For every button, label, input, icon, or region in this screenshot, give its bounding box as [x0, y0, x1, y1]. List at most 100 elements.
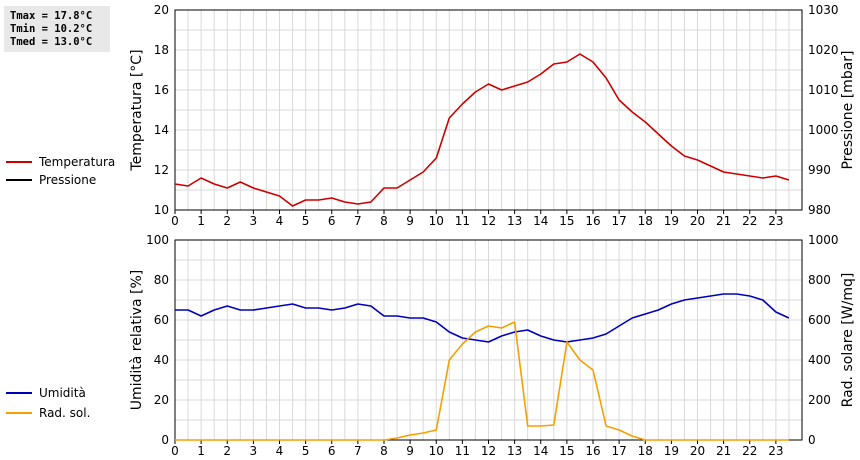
x-tick-label: 22: [742, 214, 757, 228]
tmax-text: Tmax = 17.8°C: [10, 10, 93, 22]
tmed-text: Tmed = 13.0°C: [10, 36, 93, 48]
x-tick-label: 1: [197, 214, 205, 228]
y2-tick-label: 1000: [808, 123, 839, 137]
x-tick-label: 14: [533, 214, 548, 228]
legend-item-pressione: Pressione: [6, 171, 115, 189]
y-tick-label: 0: [161, 433, 169, 447]
y-tick-label: 80: [154, 273, 169, 287]
x-tick-label: 5: [302, 444, 310, 458]
x-tick-label: 18: [638, 444, 653, 458]
x-tick-label: 19: [664, 214, 679, 228]
x-tick-label: 6: [328, 444, 336, 458]
legend-item-temperatura: Temperatura: [6, 153, 115, 171]
y2-tick-label: 0: [808, 433, 816, 447]
chart-panel-0: 0 1 2 3 4 5 6 7 8 9 10 11 12 13 14 15 16 17 18 19 20 21 22 2310…: [129, 3, 856, 228]
y-tick-label: 60: [154, 313, 169, 327]
x-tick-label: 7: [354, 444, 362, 458]
x-tick-label: 0: [171, 444, 179, 458]
y2-tick-label: 1020: [808, 43, 839, 57]
y-tick-label: 20: [154, 393, 169, 407]
x-tick-label: 4: [276, 444, 284, 458]
y-tick-label: 40: [154, 353, 169, 367]
y2-tick-label: 1000: [808, 233, 839, 247]
x-tick-label: 9: [406, 214, 414, 228]
legend-bottom: Umidità Rad. sol.: [6, 383, 90, 423]
x-tick-label: 15: [559, 214, 574, 228]
legend-item-umidita: Umidità: [6, 383, 90, 403]
legend-swatch-radsol: [6, 412, 32, 414]
x-tick-label: 8: [380, 444, 388, 458]
y2-axis-label: Pressione [mbar]: [840, 50, 856, 169]
x-tick-label: 19: [664, 444, 679, 458]
x-tick-label: 20: [690, 444, 705, 458]
x-tick-label: 22: [742, 444, 757, 458]
stats-box: Tmax = 17.8°C Tmin = 10.2°C Tmed = 13.0°…: [4, 6, 110, 52]
y2-axis-label: Rad. solare [W/mq]: [840, 273, 856, 408]
series-line-umidit: [175, 293, 790, 343]
x-tick-label: 12: [481, 214, 496, 228]
x-tick-label: 2: [223, 214, 231, 228]
x-tick-label: 17: [611, 444, 626, 458]
legend-swatch-temperatura: [6, 161, 32, 163]
x-tick-label: 4: [276, 214, 284, 228]
x-tick-label: 21: [716, 444, 731, 458]
x-tick-label: 10: [429, 214, 444, 228]
y-axis-label: Temperatura [°C]: [129, 49, 145, 171]
legend-top: Temperatura Pressione: [6, 153, 115, 189]
x-tick-label: 16: [585, 444, 600, 458]
x-tick-label: 20: [690, 214, 705, 228]
x-tick-label: 10: [429, 444, 444, 458]
x-tick-label: 12: [481, 444, 496, 458]
y-tick-label: 10: [154, 203, 169, 217]
tmin-text: Tmin = 10.2°C: [10, 23, 93, 35]
y2-tick-label: 1010: [808, 83, 839, 97]
series-line-temperatura: [174, 53, 790, 207]
x-tick-label: 6: [328, 214, 336, 228]
y-tick-label: 14: [154, 123, 169, 137]
x-tick-label: 21: [716, 214, 731, 228]
legend-label-temperatura: Temperatura: [39, 155, 116, 169]
x-tick-label: 16: [585, 214, 600, 228]
x-tick-label: 2: [223, 444, 231, 458]
x-tick-label: 23: [768, 444, 783, 458]
legend-label-umidita: Umidità: [39, 386, 86, 400]
chart-panel-1: 0 1 2 3 4 5 6 7 8 9 10 11 12 13 14 15 16 17 18 19 20 21 22 2302…: [129, 233, 856, 458]
x-tick-label: 11: [455, 444, 470, 458]
x-tick-label: 0: [171, 214, 179, 228]
x-tick-label: 8: [380, 214, 388, 228]
x-tick-label: 11: [455, 214, 470, 228]
y-tick-label: 12: [154, 163, 169, 177]
x-tick-label: 13: [507, 444, 522, 458]
x-tick-label: 18: [638, 214, 653, 228]
legend-swatch-pressione: [6, 179, 32, 181]
legend-item-radsol: Rad. sol.: [6, 403, 90, 423]
y-tick-label: 20: [154, 3, 169, 17]
y2-tick-label: 1030: [808, 3, 839, 17]
x-tick-label: 13: [507, 214, 522, 228]
x-tick-label: 5: [302, 214, 310, 228]
x-tick-label: 23: [768, 214, 783, 228]
x-tick-label: 3: [250, 444, 258, 458]
x-tick-label: 14: [533, 444, 548, 458]
y2-tick-label: 400: [808, 353, 831, 367]
legend-swatch-umidita: [6, 392, 32, 394]
y2-tick-label: 980: [808, 203, 831, 217]
y2-tick-label: 800: [808, 273, 831, 287]
y2-tick-label: 600: [808, 313, 831, 327]
y2-tick-label: 200: [808, 393, 831, 407]
x-tick-label: 7: [354, 214, 362, 228]
legend-label-radsol: Rad. sol.: [39, 406, 91, 420]
y-tick-label: 18: [154, 43, 169, 57]
y-tick-label: 16: [154, 83, 169, 97]
x-tick-label: 9: [406, 444, 414, 458]
y-tick-label: 100: [146, 233, 169, 247]
legend-label-pressione: Pressione: [39, 173, 97, 187]
y2-tick-label: 990: [808, 163, 831, 177]
x-tick-label: 17: [611, 214, 626, 228]
x-tick-label: 1: [197, 444, 205, 458]
series-line-rad-sol: [175, 321, 789, 441]
y-axis-label: Umidità relativa [%]: [129, 270, 145, 411]
x-tick-label: 15: [559, 444, 574, 458]
x-tick-label: 3: [250, 214, 258, 228]
